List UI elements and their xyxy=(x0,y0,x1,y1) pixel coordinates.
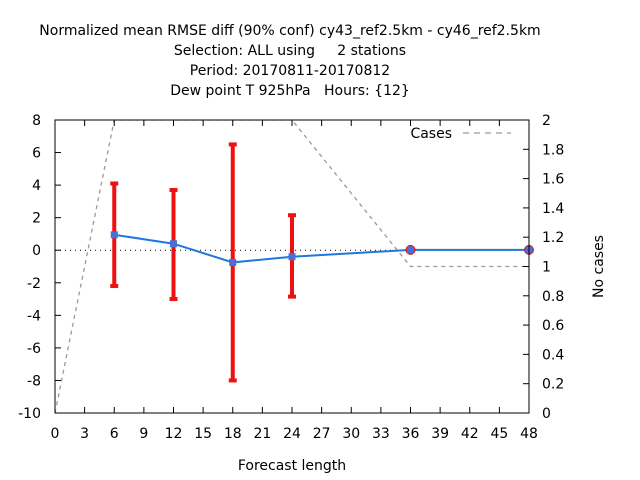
title-line: Period: 20170811-20170812 xyxy=(190,63,390,79)
y-tick-label: 4 xyxy=(32,178,41,194)
x-tick-label: 3 xyxy=(80,426,89,442)
y2-axis-ticks: 0 0.2 0.4 0.6 0.8 1 1.2 1.4 1.6 1.8 2 xyxy=(523,113,564,422)
title-line: Selection: ALL using 2 stations xyxy=(174,43,406,59)
x-tick-label: 15 xyxy=(194,426,212,442)
x-tick-label: 48 xyxy=(520,426,538,442)
x-tick-label: 6 xyxy=(110,426,119,442)
rmse-diff-line xyxy=(114,233,529,264)
x-tick-label: 39 xyxy=(431,426,449,442)
y-tick-label: 8 xyxy=(32,113,41,129)
y2-tick-label: 1.8 xyxy=(542,142,564,158)
y-tick-label: -8 xyxy=(27,373,41,389)
y2-tick-label: 0 xyxy=(542,406,551,422)
y2-tick-label: 1.4 xyxy=(542,201,564,217)
error-bars xyxy=(110,142,296,383)
title-line: Dew point T 925hPa Hours: {12} xyxy=(170,83,410,99)
y-tick-label: -10 xyxy=(18,406,41,422)
y2-axis-label: No cases xyxy=(591,235,607,298)
x-tick-label: 36 xyxy=(402,426,420,442)
data-point xyxy=(288,253,296,261)
y2-tick-label: 0.6 xyxy=(542,318,564,334)
x-tick-label: 18 xyxy=(224,426,242,442)
y2-tick-label: 2 xyxy=(542,113,551,129)
x-tick-label: 27 xyxy=(313,426,331,442)
x-tick-label: 24 xyxy=(283,426,301,442)
chart-title: Normalized mean RMSE diff (90% conf) cy4… xyxy=(39,23,540,99)
cases-series xyxy=(55,120,529,413)
y-tick-label: 6 xyxy=(32,146,41,162)
x-tick-label: 12 xyxy=(165,426,183,442)
y-axis-ticks: -10 -8 -6 -4 -2 0 2 4 6 8 xyxy=(18,113,61,422)
y-tick-label: -4 xyxy=(27,308,41,324)
x-axis-ticks: 0 3 6 9 12 15 18 21 24 27 30 33 36 39 42 45 48 xyxy=(51,120,538,442)
y2-tick-label: 1.2 xyxy=(542,230,564,246)
data-point xyxy=(110,231,118,239)
data-point xyxy=(229,258,237,266)
x-tick-label: 21 xyxy=(253,426,271,442)
x-tick-label: 0 xyxy=(51,426,60,442)
x-tick-label: 30 xyxy=(342,426,360,442)
y2-tick-label: 0.2 xyxy=(542,377,564,393)
x-axis-label: Forecast length xyxy=(238,458,346,474)
y-tick-label: -6 xyxy=(27,341,41,357)
x-tick-label: 45 xyxy=(490,426,508,442)
data-point xyxy=(170,240,177,248)
y2-tick-label: 1.6 xyxy=(542,172,564,188)
legend: Cases xyxy=(410,126,511,142)
y-tick-label: 2 xyxy=(32,211,41,227)
y2-tick-label: 1 xyxy=(542,260,551,276)
y2-tick-label: 0.8 xyxy=(542,289,564,305)
y2-tick-label: 0.4 xyxy=(542,347,564,363)
title-line: Normalized mean RMSE diff (90% conf) cy4… xyxy=(39,23,540,39)
x-tick-label: 9 xyxy=(139,426,148,442)
rmse-diff-series xyxy=(114,233,529,264)
x-tick-label: 33 xyxy=(372,426,390,442)
y-tick-label: 0 xyxy=(32,243,41,259)
x-tick-label: 42 xyxy=(461,426,479,442)
data-point xyxy=(407,246,414,254)
legend-label-cases: Cases xyxy=(410,126,452,142)
y-tick-label: -2 xyxy=(27,276,41,292)
cases-line xyxy=(55,120,529,413)
